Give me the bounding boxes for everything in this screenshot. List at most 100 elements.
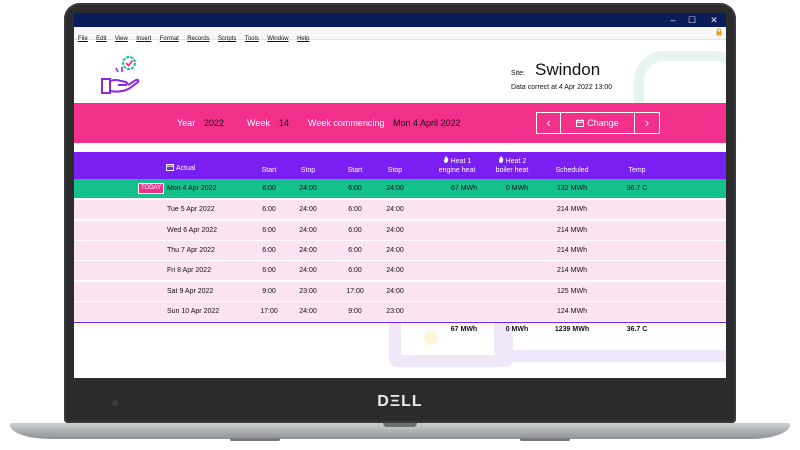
laptop-foot xyxy=(230,438,280,441)
row-stop1: 24:00 xyxy=(299,247,317,254)
row-start1: 6:00 xyxy=(262,206,276,213)
row-scheduled: 124 MWh xyxy=(557,308,587,315)
menu-file[interactable]: File xyxy=(78,36,88,42)
brand-logo: DΞLL xyxy=(377,393,423,410)
menu-bar: File Edit View Insert Format Records Scr… xyxy=(74,27,726,42)
menu-view[interactable]: View xyxy=(114,36,128,42)
prev-week-button[interactable]: ‹ xyxy=(536,112,561,134)
heat1-header-line1: Heat 1 xyxy=(450,158,472,165)
row-start1: 6:00 xyxy=(262,247,276,254)
maximize-button[interactable]: ☐ xyxy=(687,15,697,25)
heat2-header: Heat 2 boiler heat xyxy=(487,156,537,175)
row-stop2: 23:00 xyxy=(386,308,404,315)
row-heat1: 67 MWh xyxy=(450,185,478,192)
stop1-header: Stop xyxy=(300,167,316,174)
total-heat1: 67 MWh xyxy=(450,326,478,333)
flame-icon xyxy=(498,156,506,165)
site-label: Site: xyxy=(511,70,526,77)
site-name: Swindon xyxy=(535,60,601,79)
row-scheduled: 214 MWh xyxy=(557,267,587,274)
total-temp: 36.7 C xyxy=(626,326,648,333)
row-date: Sat 9 Apr 2022 xyxy=(167,288,214,295)
row-start1: 9:00 xyxy=(262,288,276,295)
title-bar: – ☐ ✕ xyxy=(74,13,726,27)
row-start2: 6:00 xyxy=(348,267,362,274)
stop2-header: Stop xyxy=(387,167,403,174)
menu-scripts[interactable]: Scripts xyxy=(218,36,237,42)
laptop-base xyxy=(10,423,790,439)
row-date: Thu 7 Apr 2022 xyxy=(167,247,215,254)
totals-divider xyxy=(74,322,726,323)
menu-help[interactable]: Help xyxy=(297,36,310,42)
row-start1: 6:00 xyxy=(262,227,276,234)
week-label: Week xyxy=(247,118,270,128)
row-start2: 6:00 xyxy=(348,247,362,254)
chevron-left-icon: ‹ xyxy=(546,115,551,130)
row-stop1: 24:00 xyxy=(299,206,317,213)
menu-tools[interactable]: Tools xyxy=(244,36,259,42)
row-scheduled: 132 MWh xyxy=(557,185,587,192)
table-row[interactable]: Sun 10 Apr 2022 17:00 24:00 9:00 23:00 1… xyxy=(74,302,726,323)
menu-window[interactable]: Window xyxy=(267,36,289,42)
row-date: Fri 8 Apr 2022 xyxy=(167,267,211,274)
app-window: – ☐ ✕ File Edit View Insert Format Recor… xyxy=(74,13,726,378)
menu-insert[interactable]: Insert xyxy=(136,36,152,42)
row-heat2: 0 MWh xyxy=(505,185,529,192)
row-temp: 36.7 C xyxy=(626,185,648,192)
table-row[interactable]: Sat 9 Apr 2022 9:00 23:00 17:00 24:00 12… xyxy=(74,282,726,303)
table-row[interactable]: Fri 8 Apr 2022 6:00 24:00 6:00 24:00 214… xyxy=(74,261,726,282)
laptop-notch xyxy=(383,423,417,427)
chevron-right-icon: › xyxy=(644,115,650,130)
actual-column-header: Actual xyxy=(166,163,195,174)
row-stop2: 24:00 xyxy=(386,206,404,213)
watermark-dot xyxy=(424,331,438,345)
week-filter-bar xyxy=(74,103,726,143)
year-value: 2022 xyxy=(204,118,225,128)
row-stop1: 24:00 xyxy=(299,308,317,315)
table-row[interactable]: Wed 6 Apr 2022 6:00 24:00 6:00 24:00 214… xyxy=(74,221,726,242)
row-stop2: 24:00 xyxy=(386,227,404,234)
heat2-header-line2: boiler heat xyxy=(495,167,529,174)
row-start1: 17:00 xyxy=(260,308,278,315)
row-stop1: 24:00 xyxy=(299,267,317,274)
row-start2: 6:00 xyxy=(348,227,362,234)
close-button[interactable]: ✕ xyxy=(710,15,718,25)
calendar-icon xyxy=(576,114,585,134)
row-date: Tue 5 Apr 2022 xyxy=(167,206,215,213)
row-stop1: 24:00 xyxy=(299,185,317,192)
week-value: 14 xyxy=(279,118,290,128)
start2-header: Start xyxy=(347,167,363,174)
actual-header-label: Actual xyxy=(176,165,196,172)
row-stop1: 24:00 xyxy=(299,227,317,234)
flame-icon xyxy=(443,156,451,165)
temp-header: Temp xyxy=(628,167,646,174)
row-stop2: 24:00 xyxy=(386,185,404,192)
lock-icon xyxy=(716,28,722,36)
start1-header: Start xyxy=(261,167,277,174)
table-row-today[interactable]: TODAY Mon 4 Apr 2022 6:00 24:00 6:00 24:… xyxy=(74,179,726,200)
calendar-icon xyxy=(166,163,174,174)
minimize-button[interactable]: – xyxy=(670,15,676,25)
menu-edit[interactable]: Edit xyxy=(96,36,107,42)
today-badge: TODAY xyxy=(138,183,165,194)
change-week-button[interactable]: Change xyxy=(560,112,635,134)
hand-check-logo-icon xyxy=(100,55,140,95)
year-label: Year xyxy=(177,118,196,128)
row-scheduled: 214 MWh xyxy=(557,206,587,213)
row-stop2: 24:00 xyxy=(386,288,404,295)
webcam-dot xyxy=(112,400,118,406)
heat2-header-line1: Heat 2 xyxy=(505,158,527,165)
table-row[interactable]: Tue 5 Apr 2022 6:00 24:00 6:00 24:00 214… xyxy=(74,200,726,221)
change-label: Change xyxy=(587,118,619,128)
row-date: Wed 6 Apr 2022 xyxy=(167,227,218,234)
menu-format[interactable]: Format xyxy=(159,36,179,42)
next-week-button[interactable]: › xyxy=(634,112,660,134)
table-row[interactable]: Thu 7 Apr 2022 6:00 24:00 6:00 24:00 214… xyxy=(74,241,726,262)
row-start1: 6:00 xyxy=(262,185,276,192)
total-scheduled: 1239 MWh xyxy=(554,326,590,333)
week-commencing-label: Week commencing xyxy=(308,118,385,128)
row-start2: 6:00 xyxy=(348,206,362,213)
row-stop2: 24:00 xyxy=(386,247,404,254)
menu-records[interactable]: Records xyxy=(187,36,210,42)
row-stop2: 24:00 xyxy=(386,267,404,274)
